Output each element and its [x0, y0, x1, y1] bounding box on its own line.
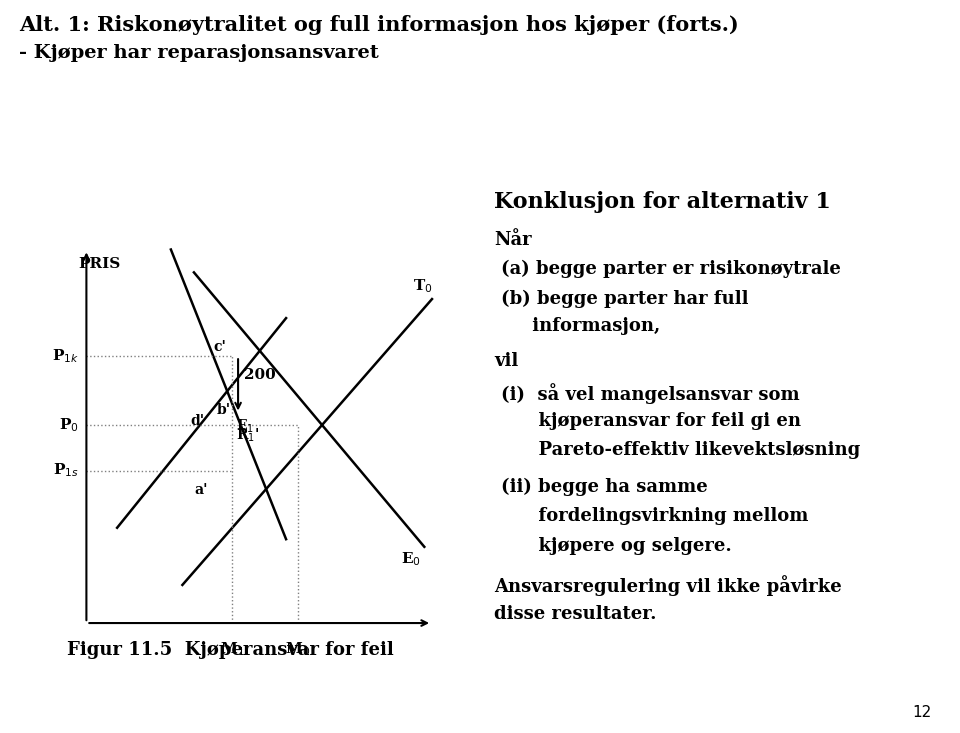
Text: (i)  så vel mangelsansvar som: (i) så vel mangelsansvar som — [501, 383, 800, 404]
Text: Pareto-effektiv likevektsløsning: Pareto-effektiv likevektsløsning — [501, 441, 860, 460]
Text: P$_{1s}$: P$_{1s}$ — [53, 462, 79, 479]
Text: kjøperansvar for feil gi en: kjøperansvar for feil gi en — [501, 412, 801, 430]
Text: M$_0$: M$_0$ — [285, 640, 310, 658]
Text: Alt. 1: Riskonøytralitet og full informasjon hos kjøper (forts.): Alt. 1: Riskonøytralitet og full informa… — [19, 15, 739, 34]
Text: E$_0$: E$_0$ — [400, 550, 420, 568]
Text: P$_{1k}$: P$_{1k}$ — [52, 347, 79, 365]
Text: T$_0$: T$_0$ — [413, 278, 432, 295]
Text: E$_1$: E$_1$ — [236, 417, 254, 435]
Text: fordelingsvirkning mellom: fordelingsvirkning mellom — [501, 507, 808, 526]
Text: (b) begge parter har full: (b) begge parter har full — [501, 290, 749, 308]
Text: (a) begge parter er risikonøytrale: (a) begge parter er risikonøytrale — [501, 260, 841, 279]
Text: R$_1$': R$_1$' — [236, 427, 259, 444]
Text: Når: Når — [494, 231, 532, 249]
Text: P$_0$: P$_0$ — [59, 416, 79, 434]
Text: Figur 11.5  Kjøperansvar for feil: Figur 11.5 Kjøperansvar for feil — [67, 641, 394, 660]
Text: d': d' — [190, 414, 204, 428]
Text: M$_1$: M$_1$ — [220, 640, 245, 658]
Text: b': b' — [216, 403, 230, 417]
Text: Konklusjon for alternativ 1: Konklusjon for alternativ 1 — [494, 191, 831, 213]
Text: kjøpere og selgere.: kjøpere og selgere. — [501, 537, 732, 555]
Text: informasjon,: informasjon, — [501, 317, 660, 335]
Text: - Kjøper har reparasjonsansvaret: - Kjøper har reparasjonsansvaret — [19, 44, 379, 62]
Text: Ansvarsregulering vil ikke påvirke: Ansvarsregulering vil ikke påvirke — [494, 575, 842, 597]
Text: 200: 200 — [244, 368, 276, 382]
Text: PRIS: PRIS — [79, 257, 121, 271]
Text: c': c' — [213, 340, 226, 354]
Text: (ii) begge ha samme: (ii) begge ha samme — [501, 478, 708, 496]
Text: vil: vil — [494, 352, 518, 370]
Text: a': a' — [194, 482, 207, 497]
Text: 12: 12 — [912, 705, 931, 720]
Text: disse resultater.: disse resultater. — [494, 605, 657, 623]
